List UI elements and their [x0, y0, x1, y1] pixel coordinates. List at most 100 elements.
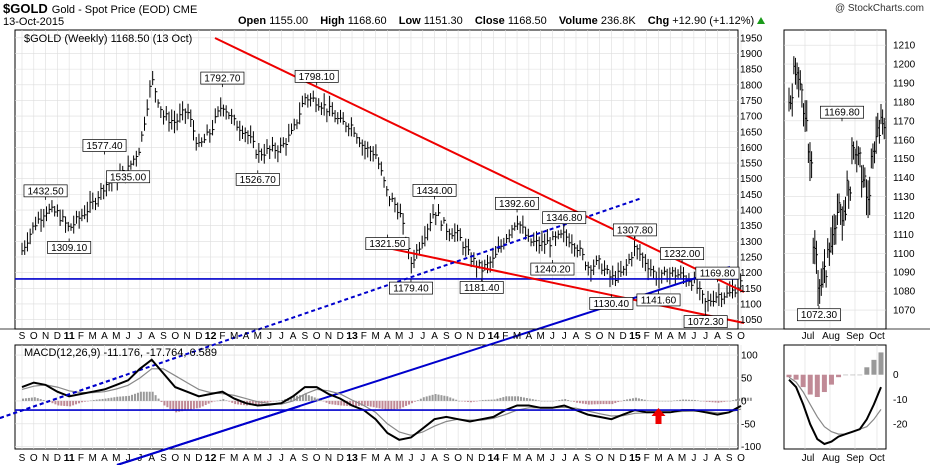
y-tick-label: 1650: [740, 127, 763, 138]
x-tick-label: A: [101, 331, 108, 342]
macd-hist-bar: [685, 399, 688, 401]
quote-bar: Open 1155.00 High 1168.60 Low 1151.30 Cl…: [238, 15, 766, 27]
macd-hist-bar: [623, 399, 626, 401]
macd-hist-bar: [75, 400, 78, 405]
x-tick-label: J: [691, 331, 696, 342]
x-tick-label: A: [714, 453, 721, 464]
x-tick-label: J: [279, 453, 284, 464]
x-tick-label: M: [89, 331, 97, 342]
x-tick-label: O: [30, 453, 38, 464]
x-tick-label: D: [620, 453, 627, 464]
macd-inset-y-tick-label: -20: [893, 420, 908, 431]
y-tick-label: 1500: [740, 174, 763, 185]
macd-hist-bar: [298, 395, 301, 401]
macd-hist-bar: [711, 400, 714, 403]
macd-hist-bar: [484, 399, 487, 401]
macd-hist-bar: [714, 400, 717, 403]
x-tick-label: M: [89, 453, 97, 464]
macd-hist-bar: [381, 400, 384, 409]
high-label: High: [320, 15, 345, 27]
macd-inset-hist-bar: [793, 374, 799, 380]
x-tick-label: M: [230, 453, 238, 464]
x-tick-label: N: [466, 331, 473, 342]
x-tick-label: M: [513, 453, 521, 464]
macd-hist-bar: [570, 400, 573, 402]
x-tick-label: N: [325, 331, 332, 342]
macd-hist-bar: [452, 398, 455, 401]
x-tick-label: J: [126, 453, 131, 464]
inset-y-tick-label: 1200: [893, 60, 916, 71]
macd-inset-y-tick-label: 0: [893, 370, 899, 381]
x-tick-label: J: [703, 453, 708, 464]
annotation-box: [294, 70, 339, 83]
macd-hist-bar: [461, 400, 464, 402]
inset-x-tick-label: Oct: [869, 331, 885, 342]
low-label: Low: [398, 15, 421, 27]
x-tick-label: F: [361, 453, 367, 464]
macd-hist-bar: [219, 399, 222, 401]
macd-hist-bar: [22, 398, 24, 401]
macd-hist-bar: [637, 398, 640, 401]
macd-hist-bar: [525, 398, 528, 401]
macd-hist-bar: [278, 400, 281, 401]
macd-hist-bar: [620, 400, 623, 402]
macd-inset-line: [788, 379, 882, 446]
annotation-label: 1232.00: [664, 249, 701, 260]
inset-bars: [788, 56, 886, 307]
macd-inset-hist-bar: [843, 374, 849, 376]
macd-hist-bar: [596, 400, 599, 405]
macd-hist-bar: [658, 400, 661, 402]
macd-hist-bar: [410, 400, 413, 404]
red-arrow-icon: [651, 408, 666, 424]
x-tick-label: N: [466, 453, 473, 464]
macd-hist-bar: [178, 400, 181, 412]
x-tick-label: M: [654, 331, 662, 342]
macd-hist-bar: [540, 400, 543, 402]
macd-hist-bar: [743, 397, 746, 401]
x-tick-label: O: [737, 331, 745, 342]
macd-hist-bar: [640, 399, 643, 401]
macd-hist-bar: [437, 394, 440, 401]
annotation-box: [495, 196, 540, 210]
x-tick-label: A: [148, 331, 155, 342]
macd-hist-bar: [634, 397, 637, 401]
macd-hist-bar: [578, 400, 581, 404]
x-tick-label: N: [42, 453, 49, 464]
macd-inset-hist-bar: [807, 374, 813, 395]
macd-hist-bar: [240, 400, 243, 405]
macd-hist-bar: [431, 394, 434, 401]
macd-inset-hist-bar: [800, 374, 806, 388]
macd-hist-bar: [172, 400, 175, 411]
x-tick-label: O: [596, 453, 604, 464]
macd-inset-hist-bar: [828, 374, 834, 385]
macd-hist-bar: [517, 396, 520, 401]
x-tick-label: J: [691, 453, 696, 464]
macd-histogram: [22, 391, 752, 413]
macd-hist-bar: [384, 400, 387, 410]
chart-header: $GOLD Gold - Spot Price (EOD) CME 13-Oct-…: [0, 0, 930, 30]
macd-hist-bar: [148, 391, 151, 401]
macd-hist-bar: [696, 400, 699, 401]
macd-hist-bar: [531, 399, 534, 401]
macd-hist-bar: [723, 400, 726, 402]
macd-hist-bar: [72, 400, 75, 406]
x-tick-label: J: [550, 453, 555, 464]
macd-hist-bar: [113, 397, 116, 401]
x-tick-label: 12: [205, 452, 217, 464]
chg-label: Chg: [647, 15, 670, 27]
macd-hist-bar: [546, 400, 549, 402]
x-tick-label: A: [573, 453, 580, 464]
x-tick-label: J: [420, 453, 425, 464]
macd-hist-bar: [520, 396, 523, 401]
macd-hist-bar: [251, 400, 254, 406]
macd-hist-bar: [304, 394, 307, 401]
x-tick-label: J: [408, 331, 413, 342]
macd-hist-bar: [234, 400, 237, 405]
macd-hist-bar: [679, 399, 682, 401]
price-annotations: 1432.50 1309.10 1577.40 1535.00 1792.70 1526.…: [23, 70, 740, 328]
macd-inset-hist-bar: [857, 374, 863, 376]
macd-hist-bar: [631, 398, 634, 401]
macd-hist-bar: [646, 400, 649, 401]
x-tick-label: N: [42, 331, 49, 342]
x-tick-label: F: [78, 331, 84, 342]
